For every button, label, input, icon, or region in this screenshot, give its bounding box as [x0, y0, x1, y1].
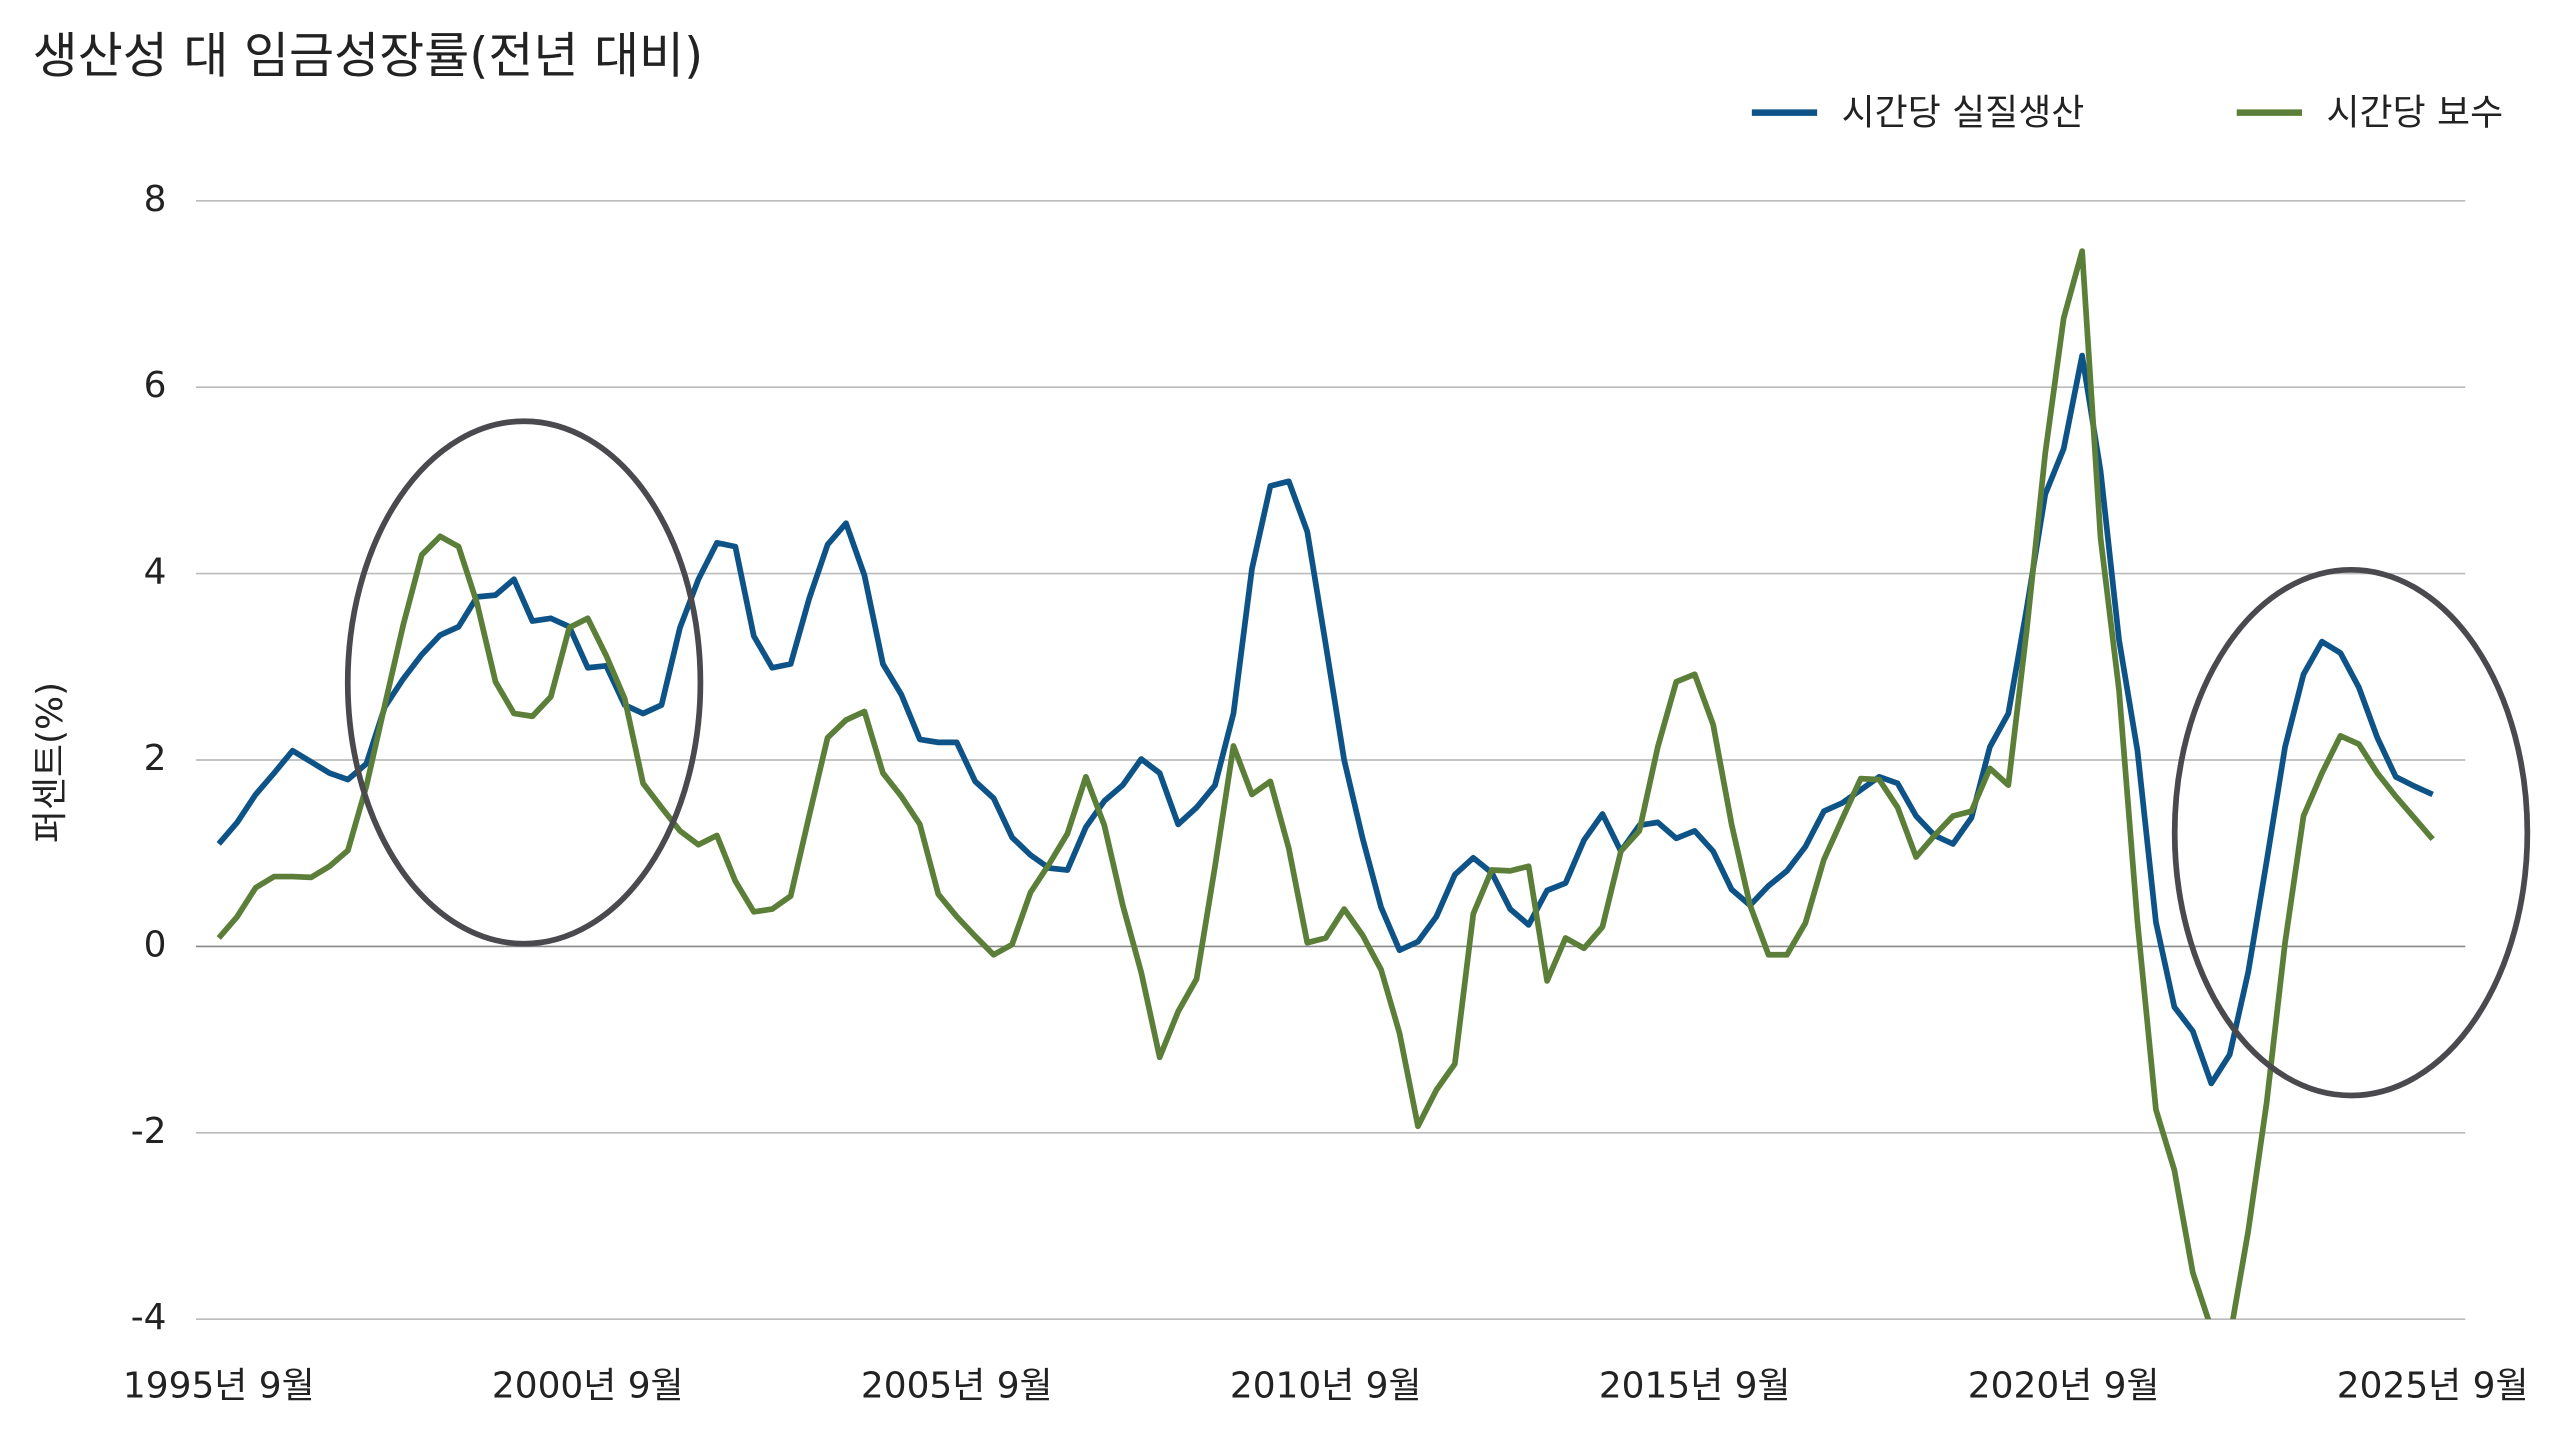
highlight-circle — [2171, 566, 2531, 1099]
y-tick-label: 0 — [144, 924, 167, 965]
chart-title: 생산성 대 임금성장률(전년 대비) — [33, 27, 704, 84]
y-axis-label: 퍼센트(%) — [30, 682, 71, 843]
legend-label: 시간당 보수 — [2327, 92, 2504, 133]
x-tick-label: 2010년 9월 — [1230, 1366, 1422, 1407]
y-tick-label: -4 — [131, 1297, 167, 1338]
y-tick-label: 8 — [144, 179, 167, 220]
y-tick-label: 6 — [144, 365, 167, 406]
x-tick-label: 2005년 9월 — [861, 1366, 1053, 1407]
x-tick-label: 2020년 9월 — [1968, 1366, 2160, 1407]
y-tick-label: 2 — [144, 738, 167, 779]
x-tick-label: 2025년 9월 — [2337, 1366, 2529, 1407]
series-line — [216, 248, 2435, 1320]
y-tick-label: 4 — [144, 552, 167, 593]
legend-label: 시간당 실질생산 — [1842, 92, 2085, 133]
series-line — [216, 352, 2434, 1087]
highlight-circle — [344, 418, 704, 947]
y-tick-label: -2 — [131, 1111, 167, 1152]
x-tick-label: 2015년 9월 — [1599, 1366, 1791, 1407]
x-tick-label: 2000년 9월 — [492, 1366, 684, 1407]
x-tick-label: 1995년 9월 — [123, 1366, 315, 1407]
